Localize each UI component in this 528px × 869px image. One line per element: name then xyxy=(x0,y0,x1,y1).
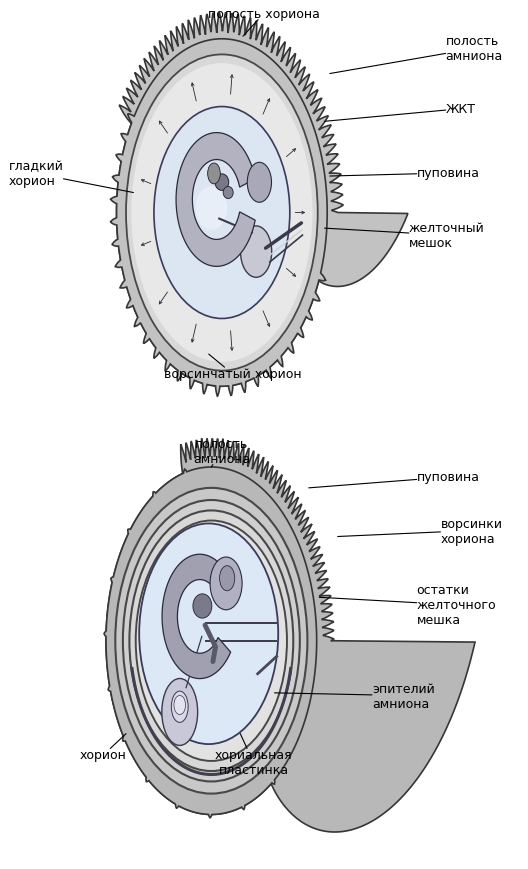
Text: пуповина: пуповина xyxy=(309,471,480,488)
Text: ворсинки
хориона: ворсинки хориона xyxy=(338,517,503,545)
Ellipse shape xyxy=(195,187,227,230)
Text: гладкий
хорион: гладкий хорион xyxy=(8,160,134,193)
Polygon shape xyxy=(110,40,327,396)
Circle shape xyxy=(220,566,235,591)
Ellipse shape xyxy=(115,488,307,793)
Circle shape xyxy=(247,163,271,203)
Text: пуповина: пуповина xyxy=(330,167,480,180)
Text: полость
амниона: полость амниона xyxy=(330,36,503,75)
Circle shape xyxy=(210,557,242,610)
Ellipse shape xyxy=(162,679,197,746)
Polygon shape xyxy=(117,13,408,387)
Ellipse shape xyxy=(215,175,229,191)
Polygon shape xyxy=(104,468,317,818)
Circle shape xyxy=(174,696,185,714)
Text: желточный
мешок: желточный мешок xyxy=(325,222,485,250)
Ellipse shape xyxy=(154,108,290,319)
Ellipse shape xyxy=(129,511,293,771)
Ellipse shape xyxy=(193,594,212,619)
Ellipse shape xyxy=(139,524,278,744)
Text: эпителий
амниона: эпителий амниона xyxy=(275,682,435,710)
Polygon shape xyxy=(106,439,475,832)
Text: хорион: хорион xyxy=(80,733,127,761)
Circle shape xyxy=(241,227,272,278)
Text: ЖКТ: ЖКТ xyxy=(325,103,476,123)
Ellipse shape xyxy=(131,64,313,362)
Ellipse shape xyxy=(171,692,188,722)
Text: хориальная
пластинка: хориальная пластинка xyxy=(215,733,293,777)
Ellipse shape xyxy=(126,56,318,371)
Polygon shape xyxy=(162,554,233,679)
Text: полость
амниона: полость амниона xyxy=(193,437,250,468)
Circle shape xyxy=(208,163,220,184)
Ellipse shape xyxy=(123,501,300,781)
Ellipse shape xyxy=(223,187,233,199)
Text: остатки
желточного
мешка: остатки желточного мешка xyxy=(319,584,496,627)
Text: полость хориона: полость хориона xyxy=(208,8,320,37)
Text: ворсинчатый хорион: ворсинчатый хорион xyxy=(164,355,301,381)
Ellipse shape xyxy=(136,521,287,761)
Polygon shape xyxy=(176,134,255,267)
